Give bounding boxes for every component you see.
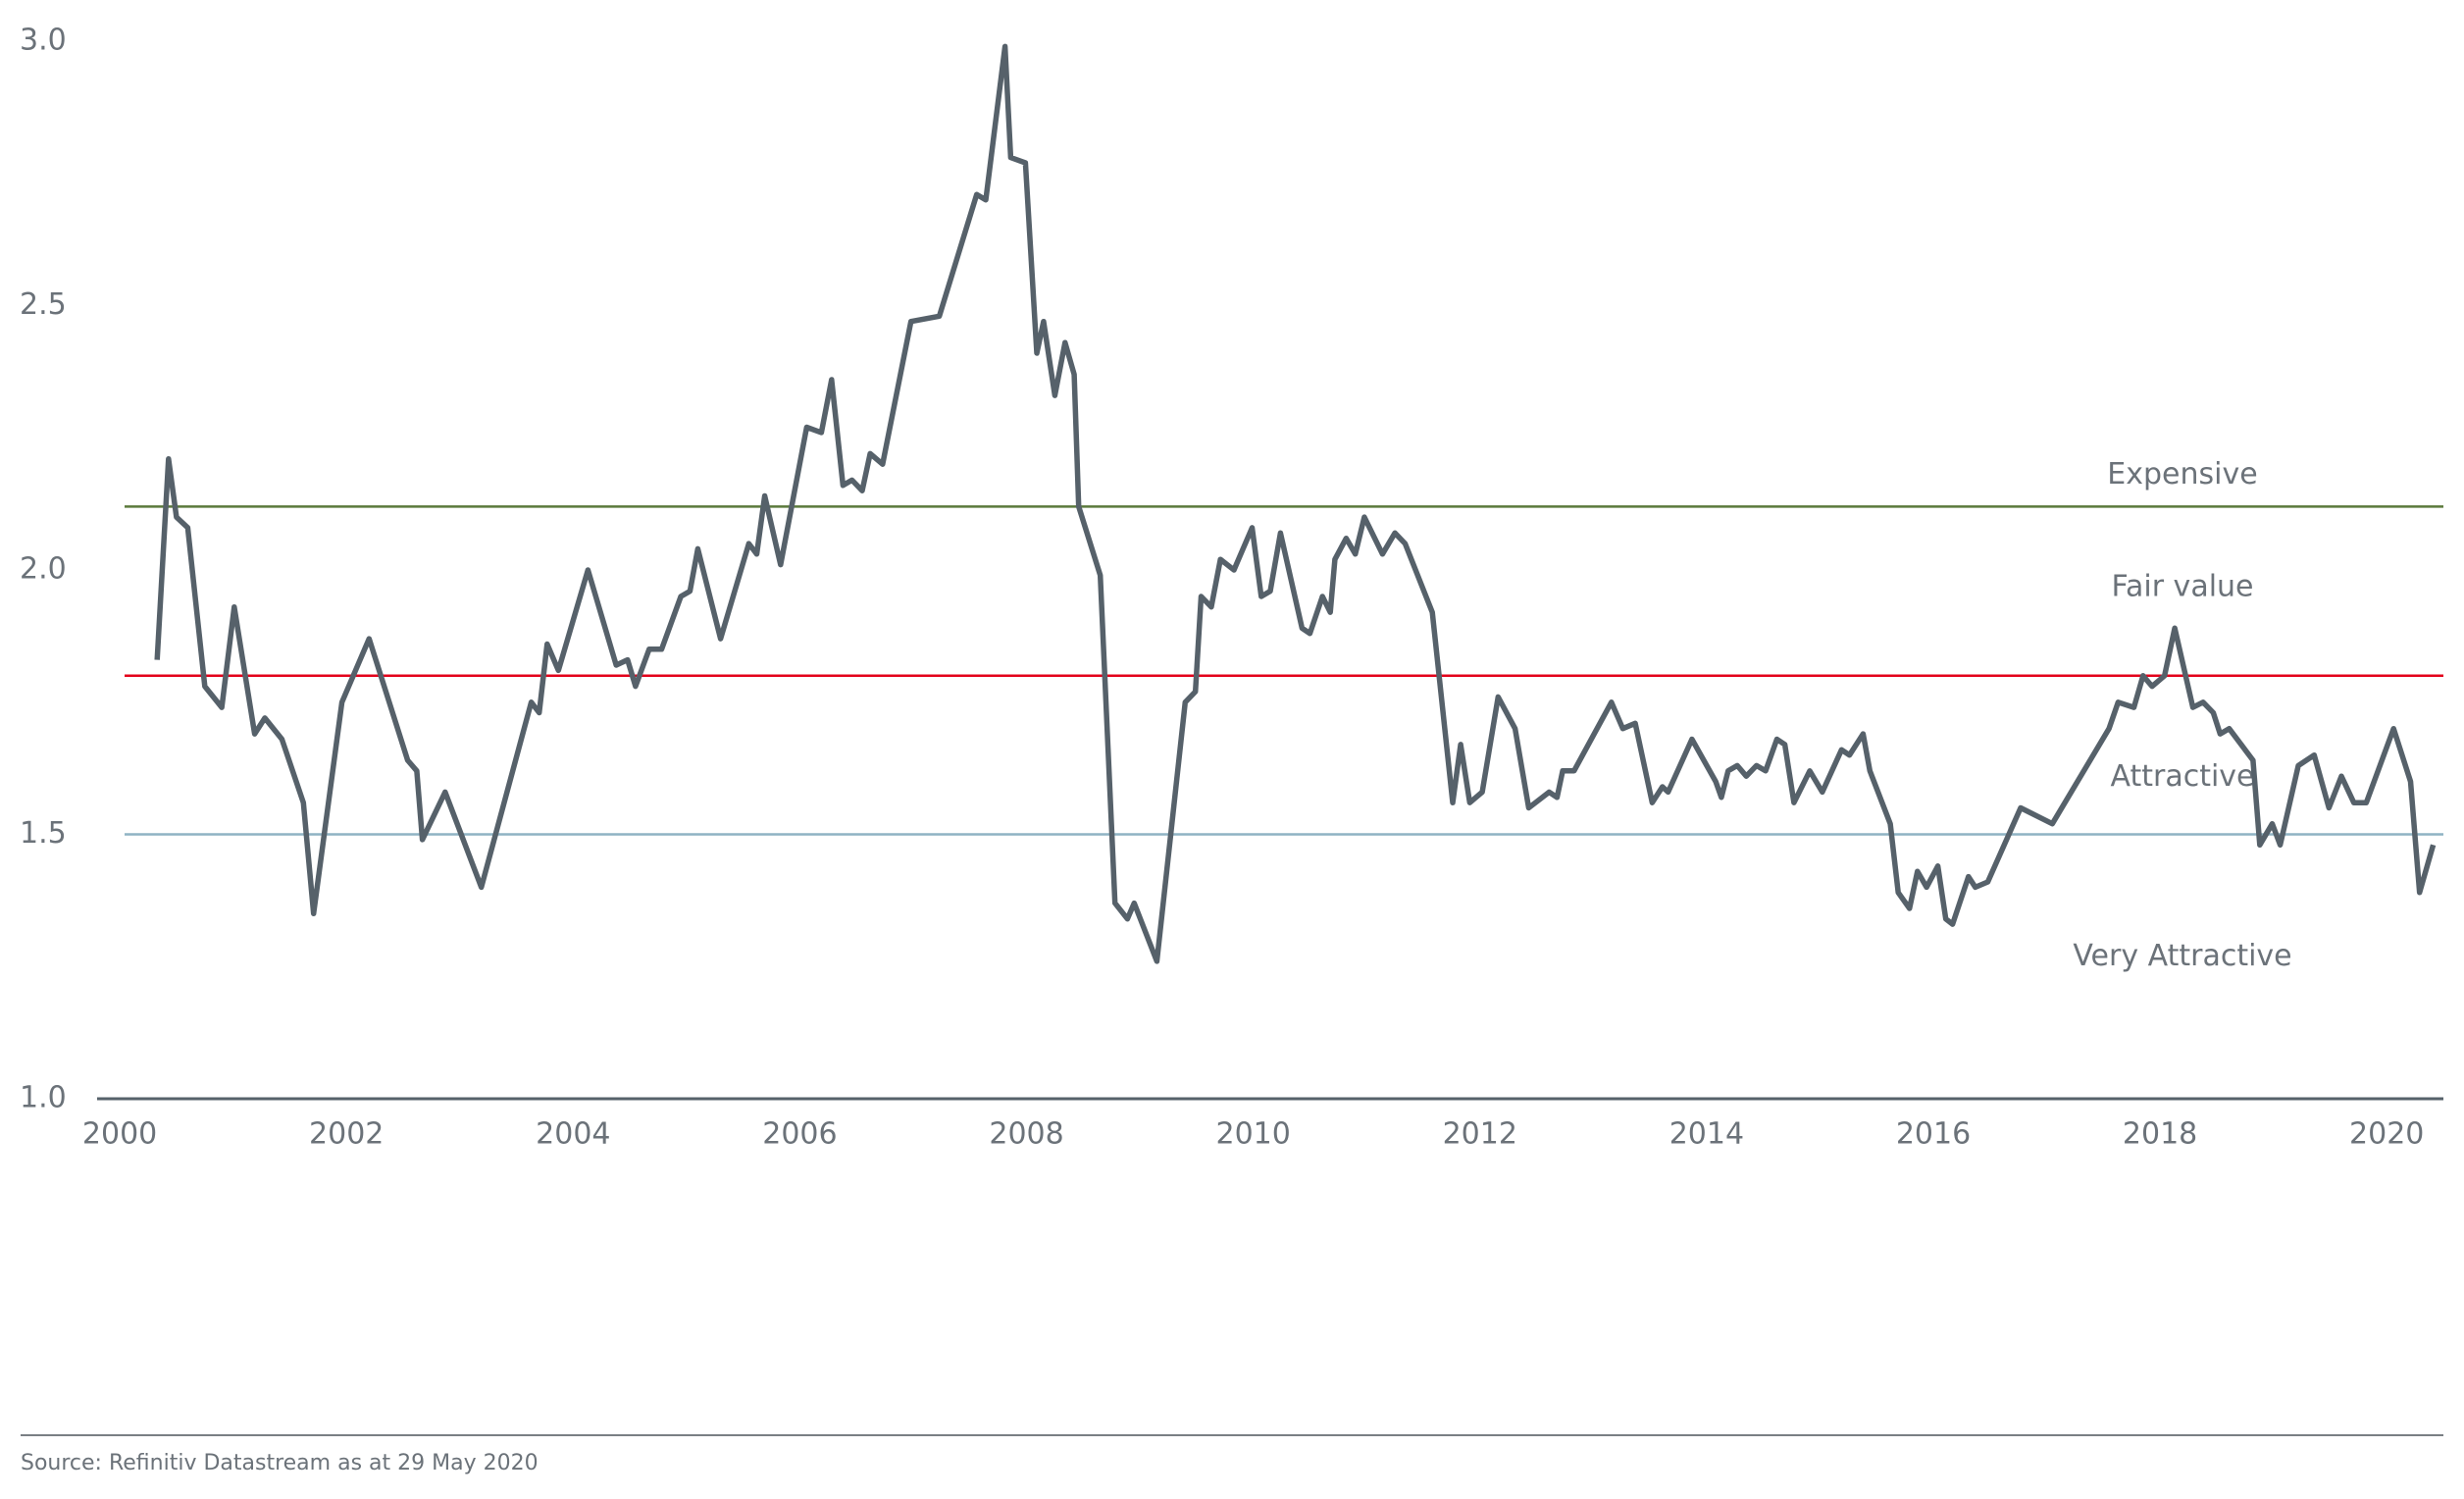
- reference-label: Expensive: [2107, 457, 2257, 491]
- x-tick-label: 2014: [1669, 1117, 1744, 1152]
- y-tick-label: 3.0: [20, 24, 67, 58]
- x-tick-label: 2006: [762, 1117, 837, 1152]
- x-tick-label: 2010: [1215, 1117, 1290, 1152]
- reference-label: Fair value: [2111, 569, 2253, 603]
- x-tick-label: 2012: [1443, 1117, 1517, 1152]
- y-tick-label: 1.5: [20, 816, 67, 851]
- x-tick-label: 2002: [309, 1117, 384, 1152]
- reference-label: Attractive: [2110, 759, 2254, 794]
- x-tick-label: 2000: [82, 1117, 157, 1152]
- data-line: [154, 43, 2437, 964]
- x-tick-label: 2018: [2123, 1117, 2197, 1152]
- source-note: Source: Refinitiv Datastream as at 29 Ma…: [21, 1451, 539, 1475]
- y-tick-label: 1.0: [20, 1081, 67, 1115]
- x-tick-label: 2004: [536, 1117, 610, 1152]
- annotation: Very Attractive: [2073, 939, 2291, 973]
- x-tick-label: 2008: [989, 1117, 1063, 1152]
- x-tick-label: 2016: [1896, 1117, 1971, 1152]
- y-tick-label: 2.0: [20, 552, 67, 587]
- y-tick-label: 2.5: [20, 287, 67, 322]
- x-tick-label: 2020: [2349, 1117, 2424, 1152]
